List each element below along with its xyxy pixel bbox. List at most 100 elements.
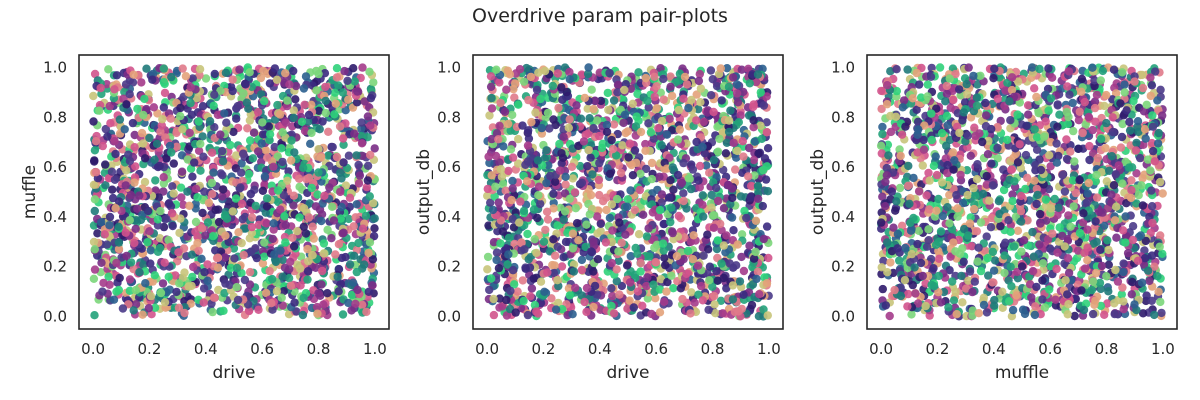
scatter-point bbox=[268, 305, 277, 314]
scatter-point bbox=[164, 272, 173, 281]
scatter-point bbox=[483, 265, 492, 274]
scatter-point bbox=[547, 294, 556, 303]
scatter-point bbox=[634, 68, 643, 77]
scatter-point bbox=[265, 130, 275, 139]
scatter-point bbox=[617, 238, 626, 247]
scatter-point bbox=[219, 185, 228, 194]
scatter-point bbox=[201, 74, 211, 83]
scatter-point bbox=[295, 264, 305, 273]
scatter-point bbox=[1035, 240, 1044, 249]
scatter-point bbox=[519, 206, 529, 216]
scatter-point bbox=[934, 288, 943, 297]
scatter-point bbox=[598, 197, 608, 206]
scatter-point bbox=[258, 259, 268, 268]
scatter-point bbox=[344, 95, 353, 104]
scatter-point bbox=[750, 137, 760, 146]
scatter-point bbox=[1100, 221, 1109, 230]
scatter-point bbox=[358, 224, 368, 233]
scatter-point bbox=[318, 266, 327, 276]
scatter-point bbox=[338, 310, 348, 319]
scatter-point bbox=[175, 228, 184, 238]
scatter-point bbox=[323, 289, 332, 298]
scatter-point bbox=[536, 277, 546, 286]
scatter-point bbox=[713, 147, 723, 156]
scatter-point bbox=[540, 154, 549, 163]
scatter-point bbox=[541, 225, 550, 235]
scatter-point bbox=[982, 180, 991, 189]
scatter-point bbox=[97, 218, 106, 227]
scatter-point bbox=[101, 160, 110, 169]
scatter-point bbox=[270, 64, 280, 73]
scatter-point bbox=[260, 180, 269, 189]
scatter-point bbox=[172, 287, 181, 297]
scatter-point bbox=[262, 194, 272, 203]
scatter-point bbox=[226, 263, 236, 273]
scatter-point bbox=[508, 184, 517, 193]
scatter-point bbox=[621, 230, 630, 239]
scatter-point bbox=[630, 205, 640, 215]
scatter-point bbox=[496, 165, 506, 174]
scatter-point bbox=[166, 114, 175, 123]
y-tick-label: 0.8 bbox=[43, 108, 67, 126]
scatter-point bbox=[678, 294, 687, 304]
scatter-point bbox=[523, 141, 533, 150]
scatter-point bbox=[486, 72, 496, 81]
scatter-point bbox=[583, 162, 592, 171]
scatter-point bbox=[245, 267, 255, 277]
scatter-point bbox=[996, 116, 1005, 126]
scatter-point bbox=[358, 63, 367, 72]
scatter-point bbox=[118, 304, 128, 313]
scatter-point bbox=[191, 217, 201, 227]
scatter-point bbox=[262, 219, 271, 228]
scatter-point bbox=[278, 157, 287, 167]
scatter-point bbox=[277, 144, 286, 153]
scatter-point bbox=[530, 300, 540, 310]
scatter-point bbox=[666, 82, 675, 92]
scatter-point bbox=[633, 287, 643, 296]
scatter-point bbox=[703, 269, 712, 278]
scatter-point bbox=[328, 142, 337, 152]
scatter-point bbox=[733, 240, 742, 249]
scatter-point bbox=[233, 101, 242, 111]
scatter-point bbox=[98, 287, 107, 296]
scatter-point bbox=[737, 65, 746, 74]
scatter-point bbox=[626, 252, 635, 261]
scatter-point bbox=[104, 65, 113, 74]
scatter-point bbox=[485, 111, 494, 120]
scatter-point bbox=[631, 122, 641, 131]
scatter-point bbox=[339, 228, 348, 237]
scatter-point bbox=[490, 192, 499, 201]
scatter-point bbox=[684, 103, 693, 113]
scatter-point bbox=[180, 297, 189, 306]
scatter-point bbox=[314, 69, 323, 79]
scatter-point bbox=[145, 227, 154, 236]
scatter-point bbox=[332, 73, 342, 82]
scatter-point bbox=[626, 186, 635, 195]
scatter-point bbox=[245, 116, 255, 125]
scatter-point bbox=[366, 94, 376, 103]
scatter-point bbox=[553, 276, 562, 285]
scatter-point bbox=[237, 168, 246, 177]
scatter-point bbox=[291, 81, 301, 91]
scatter-point bbox=[271, 257, 281, 267]
scatter-point bbox=[504, 166, 513, 176]
scatter-point bbox=[121, 181, 130, 190]
scatter-point bbox=[208, 307, 217, 317]
scatter-point bbox=[1047, 73, 1057, 82]
scatter-point bbox=[498, 227, 507, 236]
scatter-point bbox=[580, 93, 589, 103]
scatter-point bbox=[335, 122, 345, 131]
scatter-point bbox=[608, 291, 617, 301]
scatter-point bbox=[544, 161, 553, 170]
scatter-point bbox=[146, 246, 155, 255]
scatter-point bbox=[764, 253, 773, 263]
scatter-point bbox=[360, 97, 369, 106]
scatter-point bbox=[150, 303, 160, 312]
scatter-point bbox=[699, 251, 708, 260]
scatter-point bbox=[506, 145, 516, 154]
scatter-point bbox=[674, 105, 684, 115]
scatter-point bbox=[751, 216, 761, 225]
scatter-point bbox=[159, 103, 168, 112]
scatter-point bbox=[110, 137, 119, 146]
scatter-point bbox=[592, 212, 602, 221]
